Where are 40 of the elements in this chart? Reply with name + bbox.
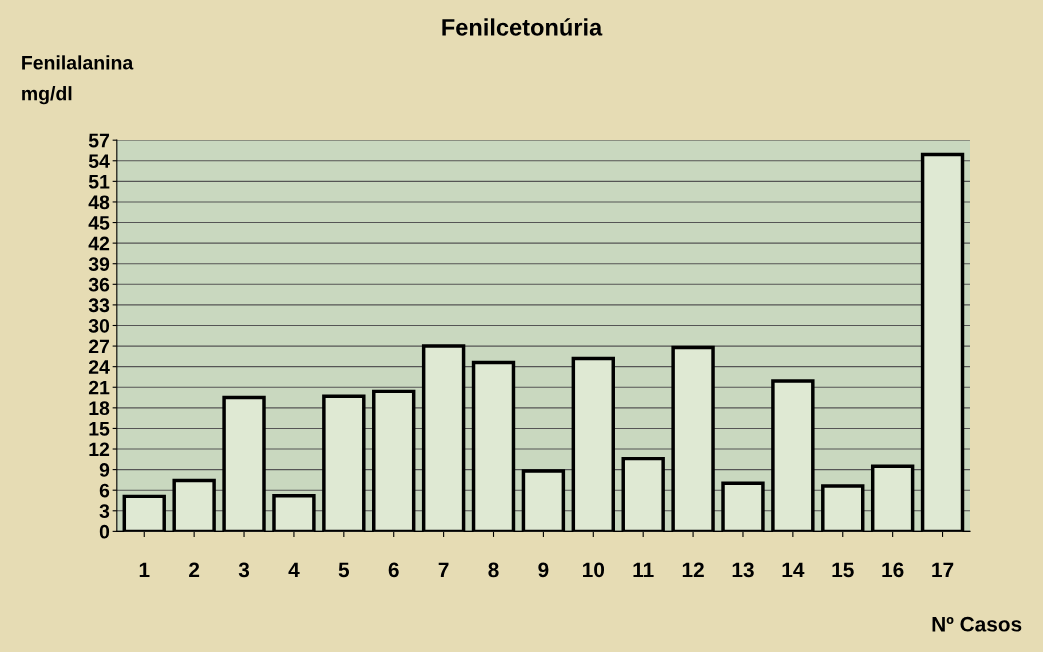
x-tick-label: 7 [438,562,449,578]
y-tick-label: 12 [89,442,110,457]
x-axis-title: Nº Casos [932,616,1022,632]
y-tick-label: 33 [88,298,110,313]
x-tick-label: 1 [139,562,150,578]
y-tick-label: 15 [89,422,110,436]
x-tick-label: 2 [189,562,200,578]
y-tick-label: 51 [88,175,110,189]
x-tick-label: 13 [732,562,754,578]
y-tick-label: 24 [88,360,110,374]
x-tick-label: 5 [338,562,350,578]
x-tick-label: 11 [633,562,654,578]
y-tick-label: 3 [99,504,110,519]
x-tick-label: 8 [488,562,499,578]
y-tick-label: 0 [99,524,110,539]
y-tick-label: 48 [88,195,110,210]
x-tick-label: 17 [932,562,954,578]
y-tick-label: 30 [88,318,110,333]
y-tick-label: 39 [88,257,110,271]
y-tick-label: 9 [99,463,110,477]
x-tick-label: 15 [832,562,854,578]
x-tick-label: 12 [682,562,704,578]
x-tick-label: 16 [882,562,904,578]
y-tick-label: 36 [88,277,110,292]
x-tick-label: 4 [288,562,300,578]
x-tick-label: 6 [388,562,399,578]
y-tick-label: 54 [88,154,110,169]
x-tick-label: 3 [238,562,250,578]
y-tick-label: 27 [88,339,110,354]
y-tick-label: 45 [88,216,110,230]
y-tick-label: 42 [88,236,110,251]
x-tick-label: 9 [538,562,549,578]
y-tick-label: 18 [89,401,110,416]
y-tick-label: 6 [99,483,110,498]
x-tick-label: 10 [583,562,605,578]
y-tick-label: 21 [88,380,110,395]
x-tick-label: 14 [782,562,805,578]
y-axis-title: Fenilalanina mg/dl [22,55,134,105]
chart-title: Fenilcetonúria [442,18,603,36]
y-tick-label: 57 [88,133,110,148]
